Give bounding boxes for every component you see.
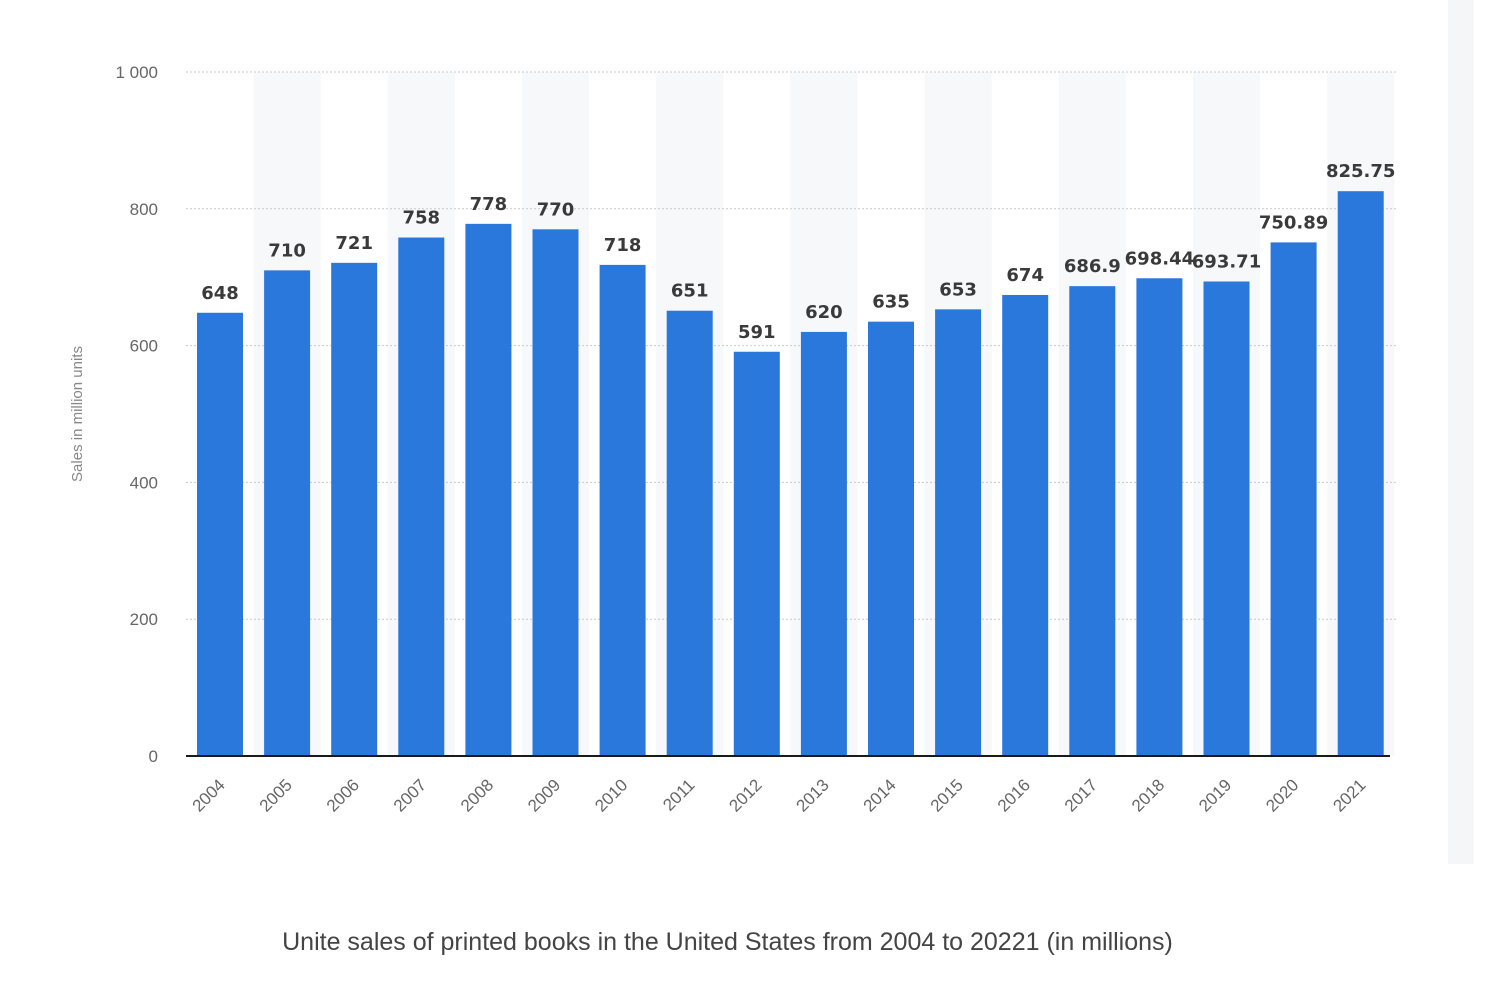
bar-2020 <box>1270 242 1317 756</box>
y-tick-label: 0 <box>149 747 158 766</box>
value-label-2013: 620 <box>805 302 843 323</box>
y-tick-label: 400 <box>130 473 158 492</box>
value-label-2017: 686.9 <box>1064 256 1121 277</box>
gridlines <box>186 71 1396 620</box>
y-tick-label: 600 <box>130 337 158 356</box>
x-tick-label-2017: 2017 <box>1061 775 1101 815</box>
value-label-2012: 591 <box>738 322 776 343</box>
bar-2004 <box>197 312 243 756</box>
bar-2016 <box>1002 294 1049 756</box>
bar-2008 <box>465 223 512 756</box>
x-tick-label-2018: 2018 <box>1128 775 1168 815</box>
x-tick-label-2004: 2004 <box>189 775 229 815</box>
bar-2018 <box>1136 278 1183 756</box>
value-label-2005: 710 <box>268 240 306 261</box>
value-label-2019: 693.71 <box>1192 252 1261 273</box>
bar-2013 <box>800 331 847 756</box>
x-tick-label-2014: 2014 <box>860 775 900 815</box>
x-tick-label-2008: 2008 <box>457 775 497 815</box>
x-tick-label-2009: 2009 <box>524 775 564 815</box>
value-label-2011: 651 <box>671 281 709 302</box>
bar-2012 <box>733 351 780 756</box>
x-tick-label-2010: 2010 <box>591 775 631 815</box>
bar-2021 <box>1337 191 1384 756</box>
bar-2010 <box>599 264 646 756</box>
value-label-2010: 718 <box>604 235 642 256</box>
x-tick-label-2015: 2015 <box>927 775 967 815</box>
x-tick-label-2005: 2005 <box>256 775 296 815</box>
value-label-2006: 721 <box>335 233 373 254</box>
x-tick-label-2011: 2011 <box>659 775 698 814</box>
x-tick-label-2012: 2012 <box>725 775 765 815</box>
value-label-2009: 770 <box>537 199 575 220</box>
bar-2006 <box>331 262 378 756</box>
bar-2009 <box>532 229 579 756</box>
bar-2007 <box>398 237 445 756</box>
bar-2011 <box>666 310 713 756</box>
bar-2005 <box>264 270 311 756</box>
x-tick-label-2020: 2020 <box>1262 775 1302 815</box>
value-label-2014: 635 <box>872 292 910 313</box>
value-label-2020: 750.89 <box>1259 212 1328 233</box>
x-tick-label-2007: 2007 <box>390 775 430 815</box>
value-label-2004: 648 <box>201 283 239 304</box>
x-axis-ticks: 2004 2005 2006 2007 2008 2009 2010 2011 2012 2013… <box>189 775 1370 815</box>
x-tick-label-2021: 2021 <box>1329 775 1369 815</box>
bars <box>197 191 1384 756</box>
chart-card: 0 200 400 600 800 1 000 648 710 721 758 778 770 718… <box>69 0 1474 864</box>
y-tick-label: 200 <box>130 610 158 629</box>
y-axis-label: Sales in million units <box>69 346 86 482</box>
chart-caption: Unite sales of printed books in the Unit… <box>282 928 1173 956</box>
value-labels: 648 710 721 758 778 770 718 651 591 620 635 653 674 6… <box>201 161 1395 343</box>
x-tick-label-2019: 2019 <box>1195 775 1235 815</box>
bar-2019 <box>1203 281 1250 756</box>
value-label-2015: 653 <box>939 279 977 300</box>
bar-2015 <box>935 309 982 756</box>
x-tick-label-2013: 2013 <box>793 775 833 815</box>
y-axis-ticks: 0 200 400 600 800 1 000 <box>115 63 158 766</box>
value-label-2016: 674 <box>1006 265 1044 286</box>
value-label-2008: 778 <box>470 194 508 215</box>
bar-2017 <box>1069 286 1116 756</box>
x-tick-label-2016: 2016 <box>994 775 1034 815</box>
x-tick-label-2006: 2006 <box>323 775 363 815</box>
value-label-2018: 698.44 <box>1125 248 1194 269</box>
value-label-2021: 825.75 <box>1326 161 1395 182</box>
value-label-2007: 758 <box>403 208 441 229</box>
y-tick-label: 1 000 <box>115 63 158 82</box>
card-edge <box>1448 0 1474 864</box>
bar-chart: 0 200 400 600 800 1 000 648 710 721 758 778 770 718… <box>69 63 1396 816</box>
bar-2014 <box>868 321 914 756</box>
y-tick-label: 800 <box>130 200 158 219</box>
